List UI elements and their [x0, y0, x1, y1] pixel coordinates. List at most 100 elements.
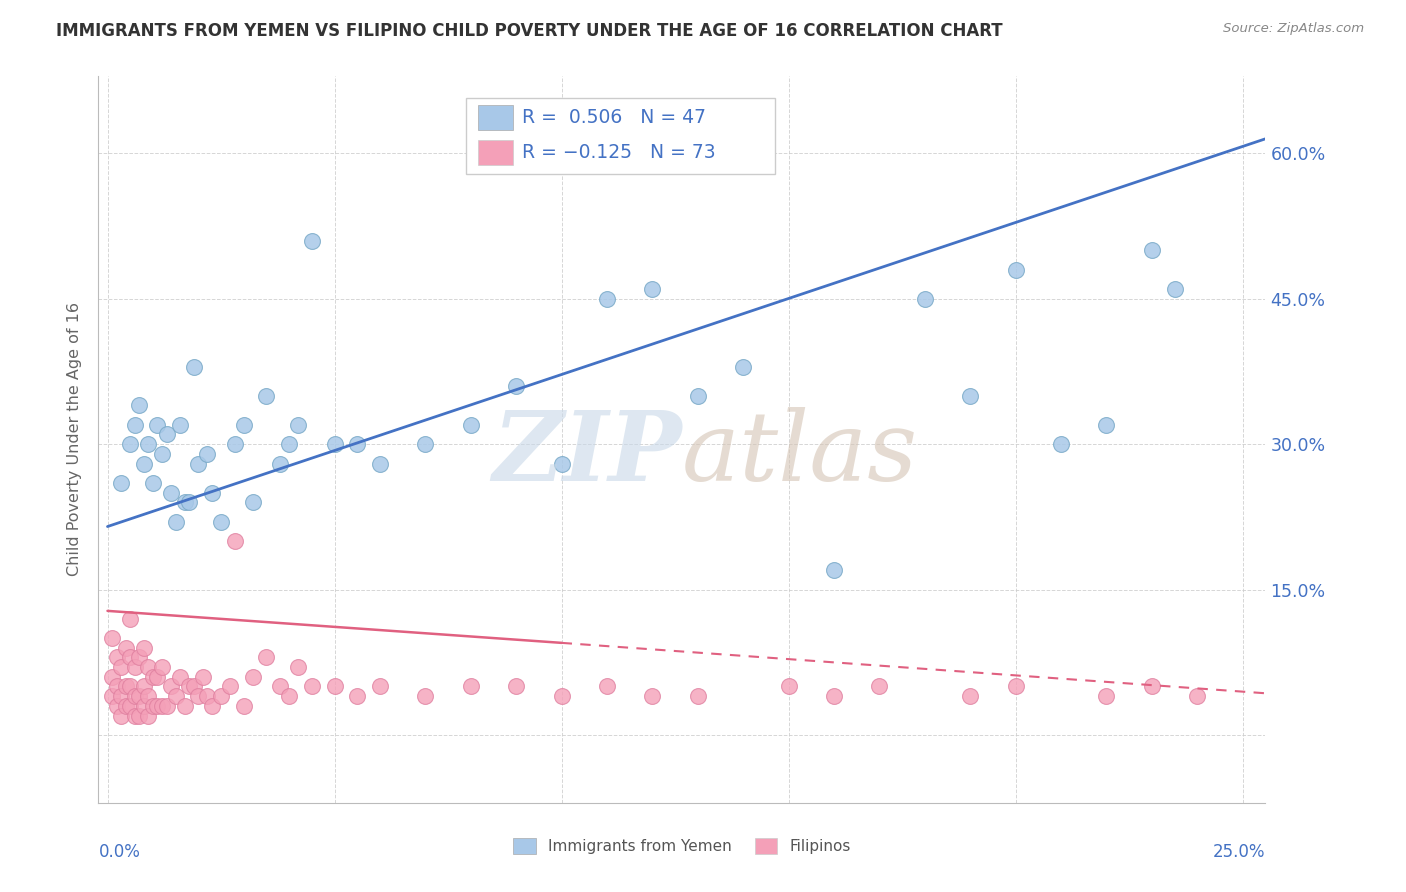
Point [254, 650, 277, 665]
Point [128, 650, 150, 665]
Point [287, 417, 309, 432]
Point [197, 689, 219, 703]
Point [179, 495, 201, 509]
Point [505, 680, 527, 694]
Point [128, 689, 150, 703]
Point [120, 437, 142, 451]
Point [323, 680, 346, 694]
Point [138, 437, 160, 451]
Point [278, 437, 301, 451]
Point [160, 680, 183, 694]
Point [114, 640, 136, 655]
Point [191, 670, 214, 684]
Point [120, 650, 142, 665]
Point [150, 447, 173, 461]
Point [146, 698, 169, 713]
Text: IMMIGRANTS FROM YEMEN VS FILIPINO CHILD POVERTY UNDER THE AGE OF 16 CORRELATION : IMMIGRANTS FROM YEMEN VS FILIPINO CHILD … [56, 22, 1002, 40]
Point [254, 389, 277, 403]
Point [550, 689, 572, 703]
Point [1140, 680, 1163, 694]
Point [124, 689, 146, 703]
Point [105, 698, 128, 713]
Point [169, 417, 191, 432]
Point [287, 660, 309, 674]
Point [323, 437, 346, 451]
Point [686, 389, 709, 403]
Point [641, 689, 664, 703]
Point [368, 680, 391, 694]
Point [197, 447, 219, 461]
Point [596, 292, 619, 306]
Point [155, 698, 177, 713]
Bar [478, 140, 513, 165]
Point [150, 660, 173, 674]
Point [1095, 417, 1118, 432]
Point [269, 457, 291, 471]
Point [209, 515, 232, 529]
Text: R =  0.506   N = 47: R = 0.506 N = 47 [522, 108, 706, 127]
Point [460, 417, 482, 432]
Point [114, 698, 136, 713]
Point [138, 708, 160, 723]
Point [110, 660, 132, 674]
Point [224, 437, 246, 451]
Point [132, 640, 155, 655]
Point [179, 680, 201, 694]
Point [138, 689, 160, 703]
Point [201, 485, 224, 500]
Point [959, 689, 981, 703]
Point [138, 660, 160, 674]
Point [301, 234, 323, 248]
Point [124, 660, 146, 674]
Point [596, 680, 619, 694]
Point [120, 680, 142, 694]
Point [1163, 282, 1185, 296]
Point [415, 437, 437, 451]
Text: Source: ZipAtlas.com: Source: ZipAtlas.com [1223, 22, 1364, 36]
Point [224, 534, 246, 549]
Text: R = −0.125   N = 73: R = −0.125 N = 73 [522, 143, 716, 161]
Bar [478, 105, 513, 130]
Text: 0.0%: 0.0% [98, 843, 141, 861]
Point [101, 631, 124, 645]
Point [128, 708, 150, 723]
Point [165, 689, 187, 703]
Point [346, 437, 368, 451]
Point [187, 457, 209, 471]
Point [232, 698, 254, 713]
Text: ZIP: ZIP [492, 407, 682, 500]
Point [120, 612, 142, 626]
Point [110, 708, 132, 723]
Point [132, 680, 155, 694]
Point [460, 680, 482, 694]
Point [201, 698, 224, 713]
Point [155, 427, 177, 442]
Point [823, 689, 845, 703]
Point [686, 689, 709, 703]
Point [132, 698, 155, 713]
Point [101, 689, 124, 703]
Point [219, 680, 242, 694]
Point [232, 417, 254, 432]
Point [1187, 689, 1209, 703]
Point [110, 475, 132, 490]
Point [114, 680, 136, 694]
Text: atlas: atlas [682, 407, 918, 500]
Point [550, 457, 572, 471]
Point [1004, 680, 1026, 694]
Point [142, 698, 165, 713]
Point [346, 689, 368, 703]
Point [142, 475, 165, 490]
Point [183, 359, 205, 374]
Point [641, 282, 664, 296]
Point [733, 359, 755, 374]
Point [778, 680, 800, 694]
Point [173, 495, 195, 509]
Point [1095, 689, 1118, 703]
Point [142, 670, 165, 684]
Point [914, 292, 936, 306]
Point [105, 650, 128, 665]
Point [132, 457, 155, 471]
Point [124, 708, 146, 723]
Y-axis label: Child Poverty Under the Age of 16: Child Poverty Under the Age of 16 [67, 302, 83, 576]
